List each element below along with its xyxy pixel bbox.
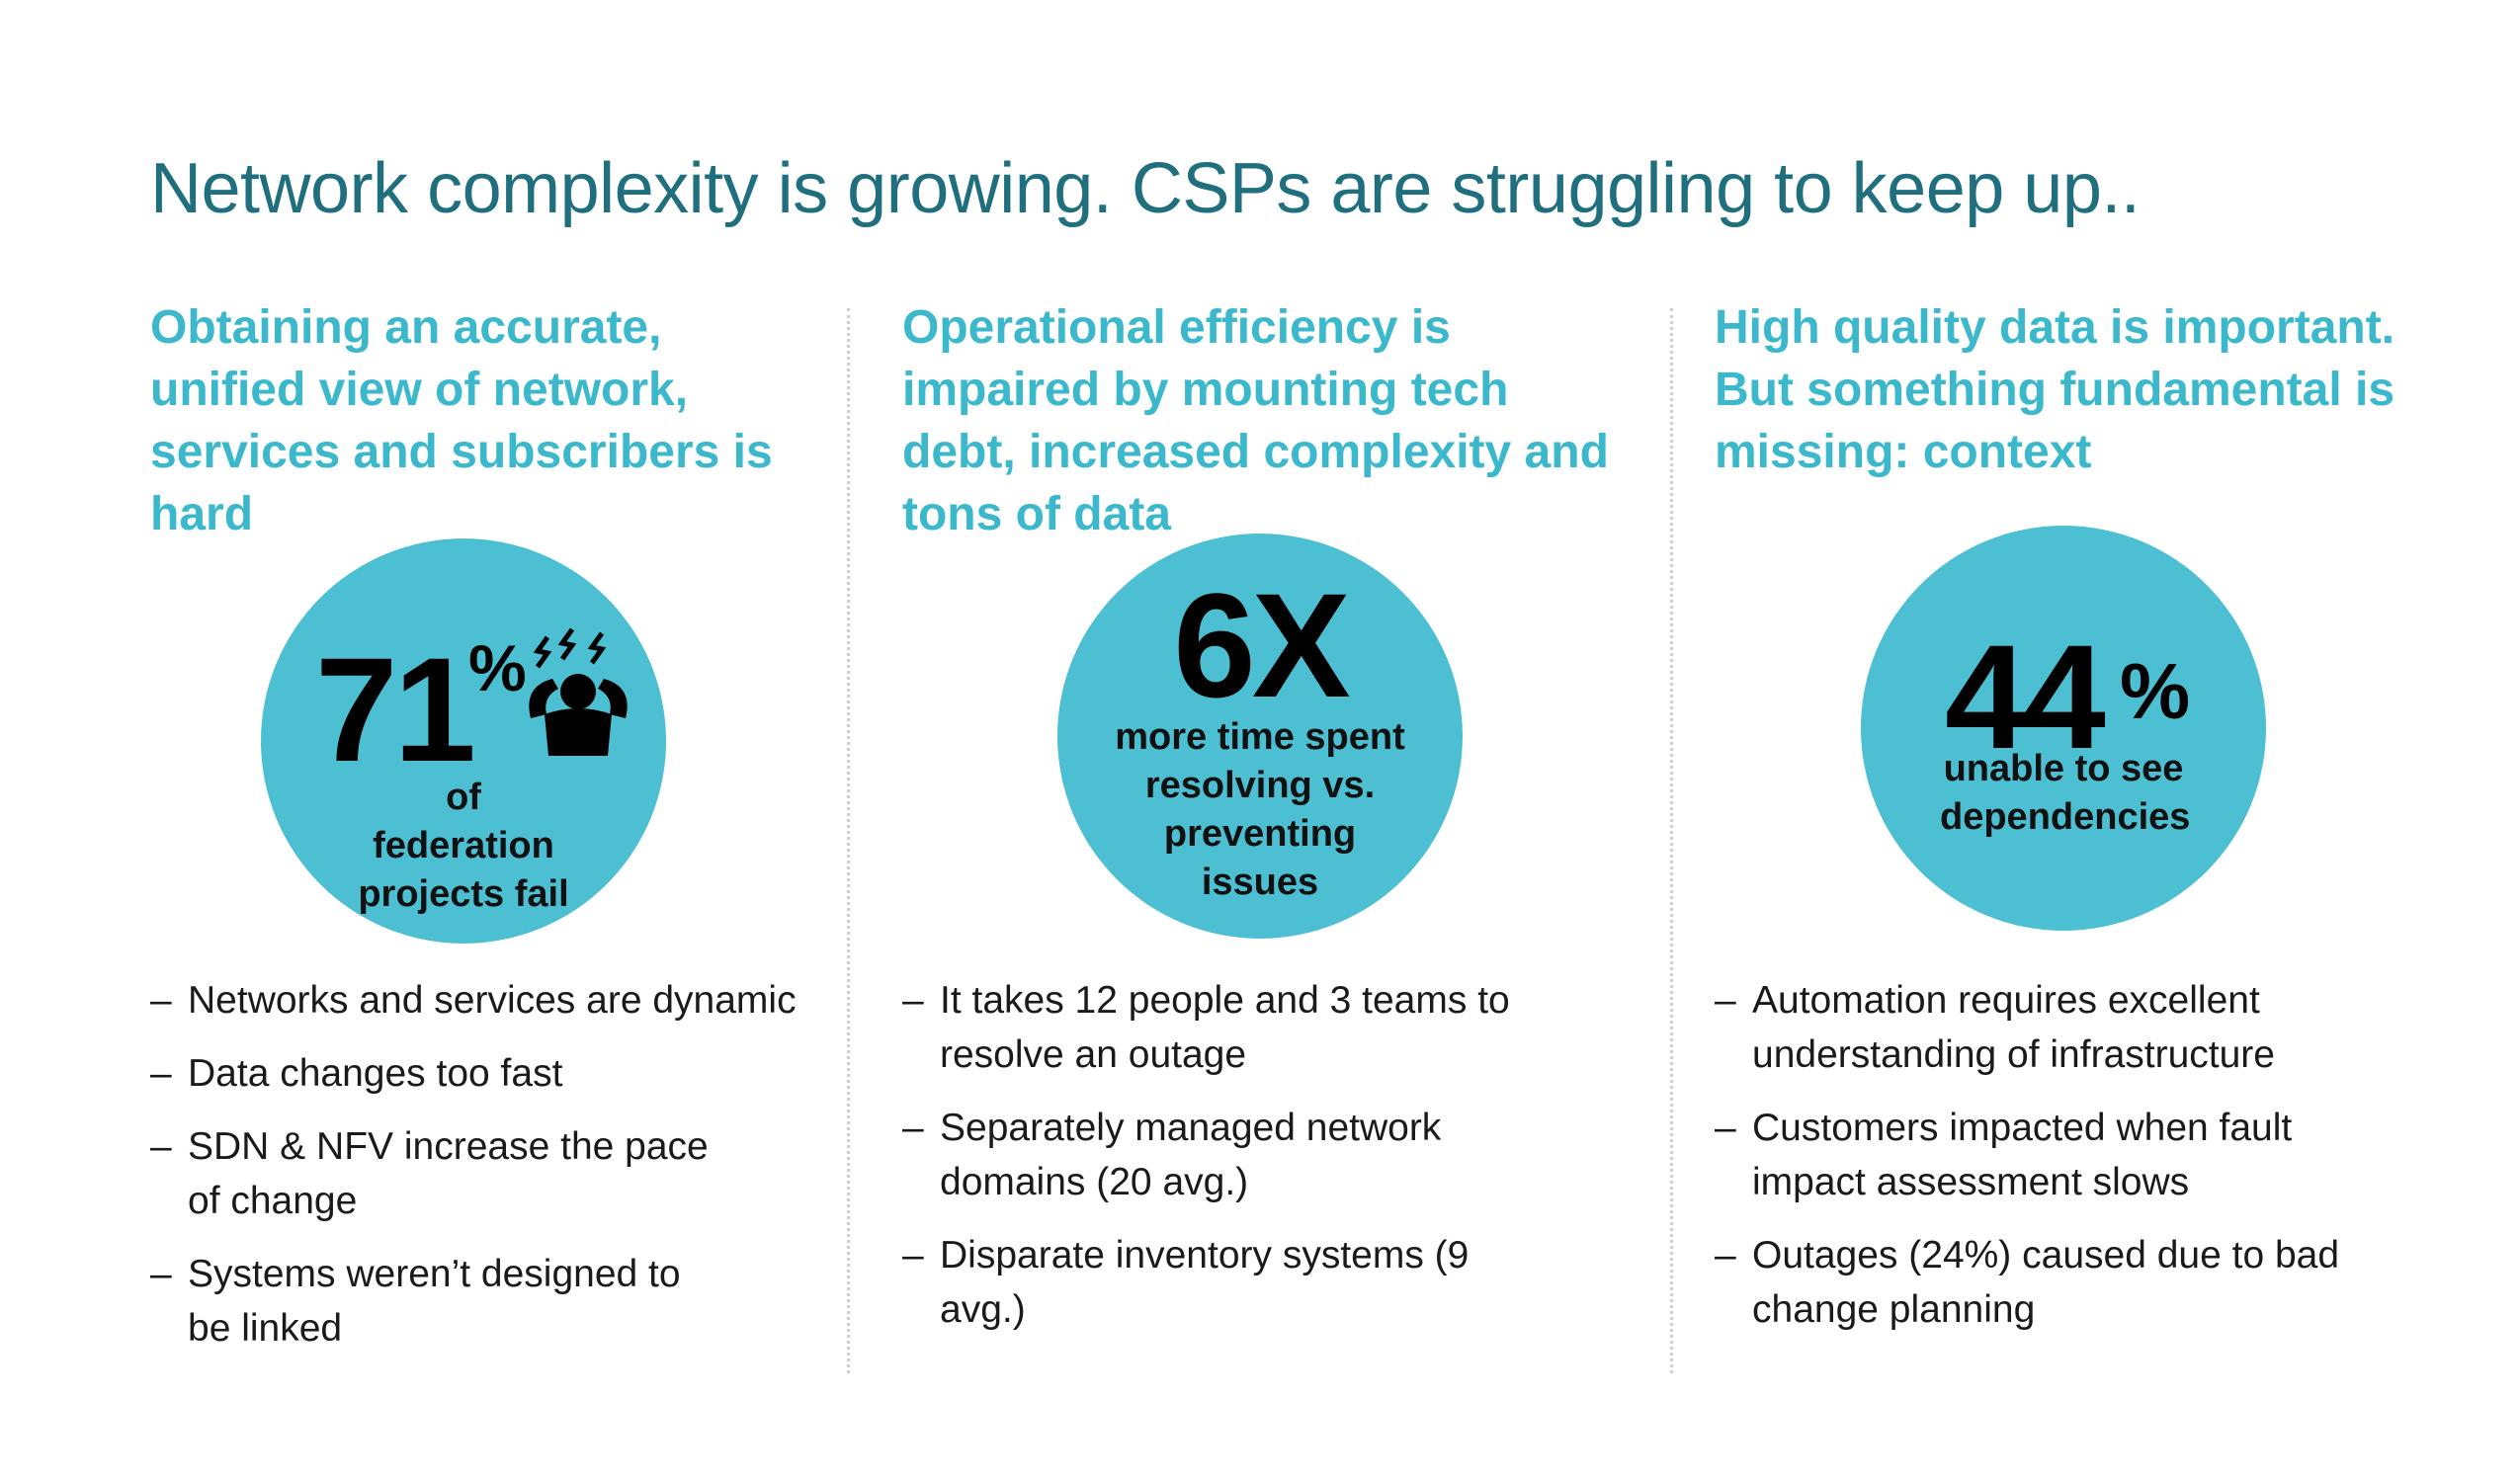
list-item: It takes 12 people and 3 teams to resolv… — [902, 973, 1515, 1082]
bullet-list: Networks and services are dynamic Data c… — [150, 973, 832, 1374]
stat-value: 44 — [1945, 614, 2106, 780]
stat-circle: 6X more time spent resolving vs. prevent… — [1057, 534, 1463, 939]
list-item: Data changes too fast — [150, 1046, 832, 1101]
column-heading: Obtaining an accurate, unified view of n… — [150, 301, 773, 540]
list-item: Systems weren’t designed to be linked — [150, 1247, 702, 1356]
stat-caption: more time spent resolving vs. preventing… — [1115, 716, 1405, 903]
list-item: Separately managed network domains (20 a… — [902, 1101, 1493, 1209]
column-context: High quality data is important. But some… — [1715, 296, 2406, 1331]
page-title: Network complexity is growing. CSPs are … — [150, 149, 2141, 228]
list-item: Outages (24%) caused due to bad change p… — [1715, 1228, 2424, 1337]
bullet-list: Automation requires excellent understand… — [1715, 973, 2387, 1356]
list-item: SDN & NFV increase the pace of change — [150, 1119, 741, 1228]
column-efficiency: Operational efficiency is impaired by mo… — [902, 296, 1614, 1331]
stressed-person-icon — [529, 627, 628, 756]
bullet-list: It takes 12 people and 3 teams to resolv… — [902, 973, 1515, 1356]
column-federation: Obtaining an accurate, unified view of n… — [150, 296, 832, 1350]
list-item: Networks and services are dynamic — [150, 973, 832, 1028]
column-heading: High quality data is important. But some… — [1715, 301, 2395, 478]
stat-suffix: % — [468, 631, 527, 704]
stat-circle: 44 % unable to see dependencies — [1861, 526, 2266, 931]
list-item: Disparate inventory systems (9 avg.) — [902, 1228, 1493, 1337]
stat-caption: of federation projects fail — [358, 777, 569, 915]
stat-suffix: % — [2120, 647, 2191, 735]
stat-value: 6X — [1173, 562, 1350, 728]
stat-value: 71 — [315, 626, 476, 792]
column-divider-2 — [1670, 308, 1673, 1373]
column-heading: Operational efficiency is impaired by mo… — [902, 301, 1609, 540]
column-divider-1 — [847, 308, 850, 1373]
stat-circle: 71 % of federation projects fail — [261, 538, 666, 944]
stat-caption: unable to see dependencies — [1940, 748, 2191, 838]
list-item: Customers impacted when fault impact ass… — [1715, 1101, 2385, 1209]
list-item: Automation requires excellent understand… — [1715, 973, 2345, 1082]
